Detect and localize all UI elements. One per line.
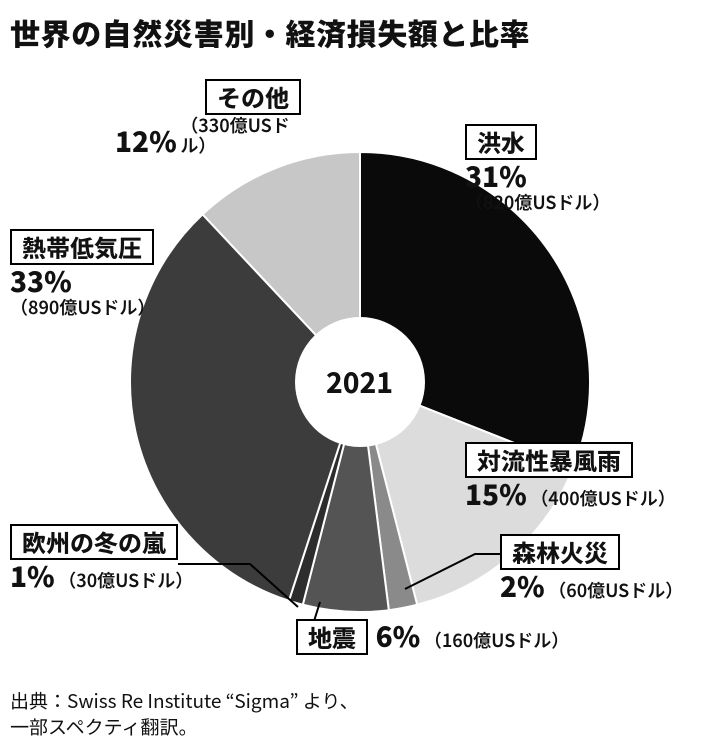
label-tropical-amt: （890億USドル） xyxy=(10,297,155,318)
source-line1: 出典：Swiss Re Institute “Sigma” より、 xyxy=(10,687,359,714)
label-eu-winter-name: 欧州の冬の嵐 xyxy=(10,524,178,560)
label-eu-winter-amt: （30億USドル） xyxy=(58,570,193,591)
label-tropical: 熱帯低気圧 33% （890億USドル） xyxy=(10,229,155,317)
label-convective-amt: （400億USドル） xyxy=(530,488,675,509)
label-other-name: その他 xyxy=(205,79,301,115)
label-eu-winter-pct: 1% xyxy=(10,560,55,592)
label-flood-amt: （820億USドル） xyxy=(465,192,610,213)
pie-chart-container: 2021 洪水 31% （820億USドル） 対流性暴風雨 15% （400億U… xyxy=(10,64,709,684)
label-earthquake-pct: 6% xyxy=(376,620,421,652)
chart-title: 世界の自然災害別・経済損失額と比率 xyxy=(10,10,709,54)
label-earthquake-amt: （160億USドル） xyxy=(424,630,569,651)
label-flood-name: 洪水 xyxy=(465,124,537,160)
label-other: その他 12% （330億USドル） xyxy=(205,79,326,157)
label-convective: 対流性暴風雨 15% （400億USドル） xyxy=(465,442,676,510)
label-other-amt: （330億USドル） xyxy=(180,115,301,156)
label-tropical-pct: 33% xyxy=(10,265,72,297)
label-earthquake: 地震 6% （160億USドル） xyxy=(296,619,569,655)
label-earthquake-name: 地震 xyxy=(296,619,368,655)
label-wildfire: 森林火災 2% （60億USドル） xyxy=(500,534,683,602)
label-wildfire-amt: （60億USドル） xyxy=(548,580,683,601)
label-flood-pct: 31% xyxy=(465,160,527,192)
label-other-pct: 12% xyxy=(115,125,177,157)
source-line2: 一部スペクティ翻訳。 xyxy=(10,713,198,740)
label-wildfire-pct: 2% xyxy=(500,570,545,602)
source-citation: 出典：Swiss Re Institute “Sigma” より、 一部スペクテ… xyxy=(10,688,709,739)
label-tropical-name: 熱帯低気圧 xyxy=(10,229,154,265)
label-flood: 洪水 31% （820億USドル） xyxy=(465,124,610,212)
label-wildfire-name: 森林火災 xyxy=(500,534,620,570)
center-year: 2021 xyxy=(326,362,393,402)
label-convective-pct: 15% xyxy=(465,478,527,510)
label-eu-winter: 欧州の冬の嵐 1% （30億USドル） xyxy=(10,524,193,592)
label-convective-name: 対流性暴風雨 xyxy=(465,442,633,478)
